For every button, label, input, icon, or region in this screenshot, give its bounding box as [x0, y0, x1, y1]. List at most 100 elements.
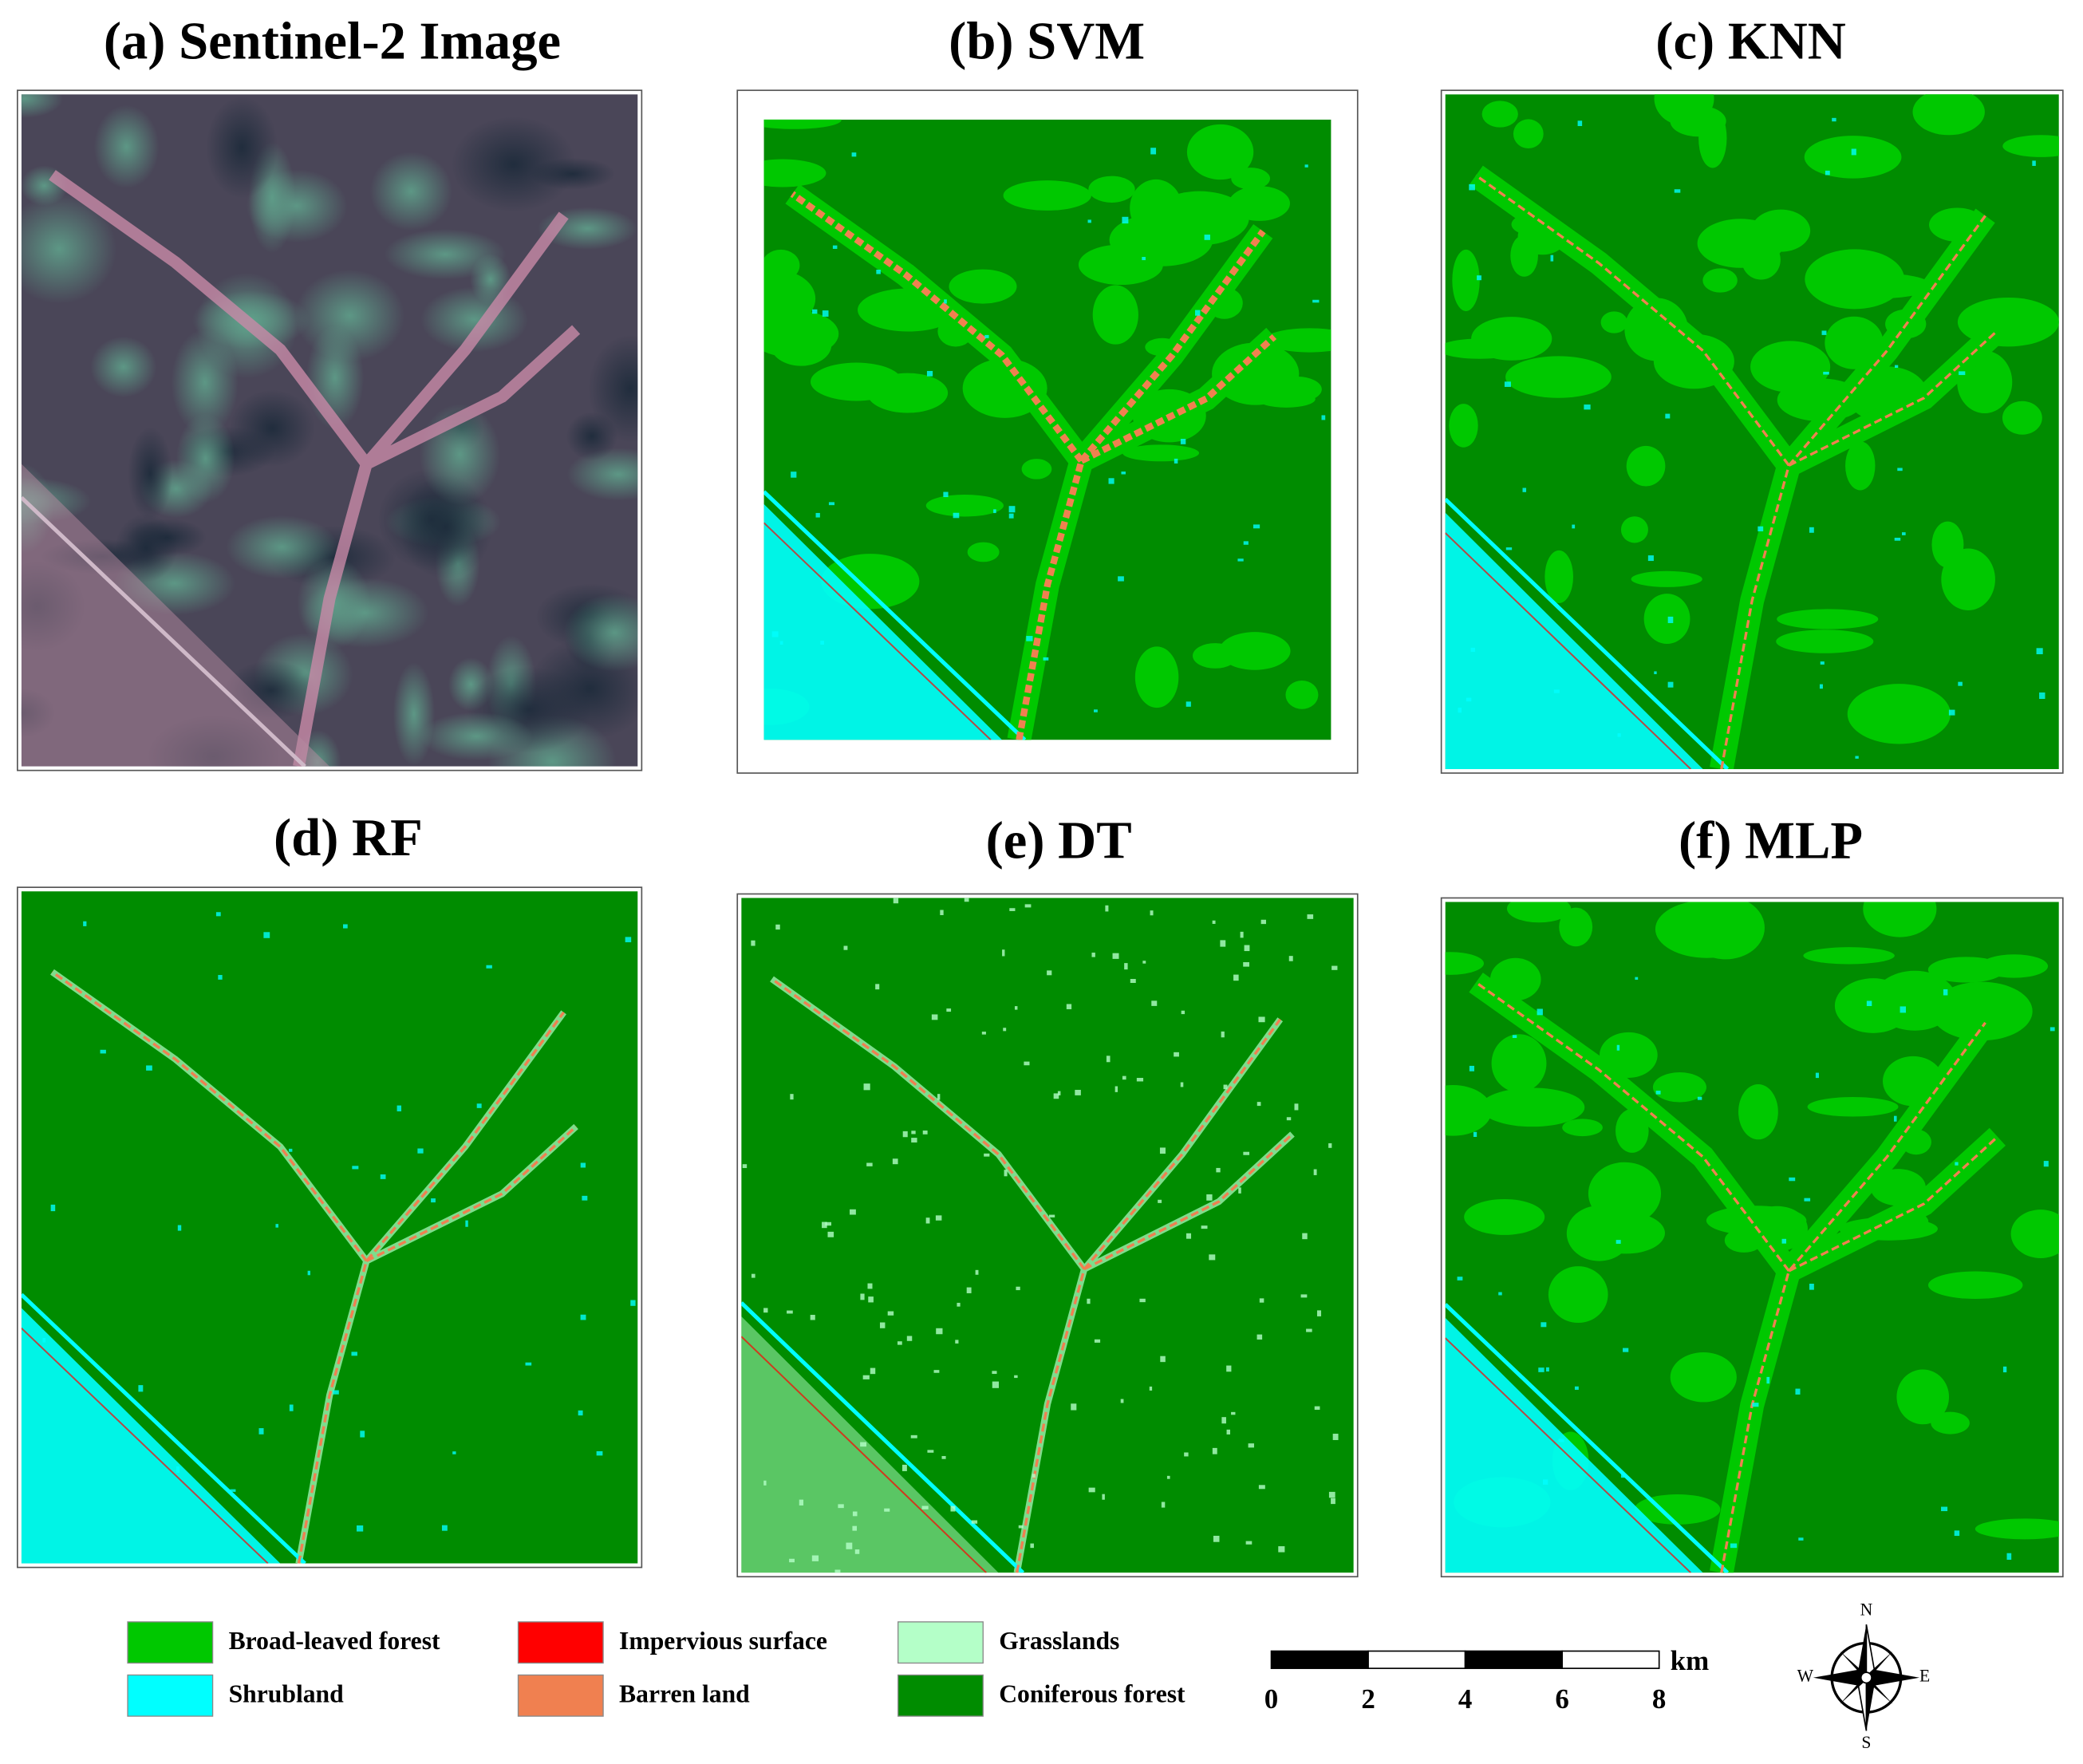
- broadleaf-area: [949, 269, 1017, 304]
- scale-bar: 0 2 4 6 8km: [1264, 1645, 1709, 1715]
- speckle: [2036, 648, 2043, 655]
- speckle: [1470, 647, 1476, 653]
- speckle: [1257, 1102, 1261, 1107]
- map-content: [1445, 94, 2059, 769]
- shrubland-road: [1445, 1303, 1730, 1573]
- speckle: [1819, 684, 1823, 689]
- speckle: [263, 932, 270, 938]
- broadleaf-area: [1655, 902, 1758, 958]
- impervious-road: [21, 1328, 269, 1564]
- speckle: [1121, 472, 1126, 475]
- speckle: [935, 1215, 942, 1221]
- speckle: [1654, 671, 1657, 674]
- broadleaf-area: [1134, 646, 1179, 708]
- broadleaf-area: [810, 362, 902, 401]
- speckle: [966, 1287, 972, 1293]
- broadleaf-area: [1285, 681, 1319, 709]
- speckle: [884, 1508, 890, 1512]
- speckle: [964, 898, 969, 902]
- broadleaf-area: [1941, 548, 1995, 610]
- speckle: [887, 1311, 894, 1316]
- speckle: [1003, 1028, 1007, 1032]
- panel-title: (e) DT: [986, 812, 1132, 870]
- speckle: [1328, 1142, 1332, 1148]
- broadleaf-area: [1804, 136, 1902, 179]
- speckle: [1139, 1298, 1146, 1303]
- broadleaf-area: [1548, 1266, 1608, 1324]
- broadleaf-area: [1122, 444, 1200, 462]
- speckle: [1181, 1010, 1185, 1015]
- speckle: [1316, 1310, 1322, 1316]
- speckle: [1584, 404, 1591, 410]
- panel-title: (c) KNN: [1655, 12, 1846, 70]
- compass: N E S W: [1797, 1600, 1931, 1752]
- map: [1445, 94, 2059, 769]
- satellite-plain: [21, 464, 330, 767]
- speckle: [1617, 733, 1621, 737]
- speckle: [941, 1455, 946, 1459]
- satellite-texture: [393, 662, 436, 766]
- speckle: [1902, 532, 1906, 535]
- speckle: [944, 299, 947, 304]
- speckle: [1009, 908, 1016, 911]
- broadleaf-area: [1643, 594, 1690, 645]
- speckle: [1231, 1411, 1236, 1415]
- speckle: [1258, 1485, 1265, 1490]
- speckle: [1553, 689, 1560, 693]
- impervious-road: [741, 1336, 987, 1573]
- speckle: [981, 1032, 986, 1035]
- speckle: [843, 945, 848, 950]
- speckle: [799, 1499, 804, 1506]
- speckle: [1213, 1535, 1220, 1542]
- speckle: [1959, 371, 1966, 376]
- broadleaf-area: [1805, 249, 1905, 310]
- speckle: [177, 1225, 182, 1231]
- speckle: [1026, 636, 1033, 641]
- speckle: [1124, 963, 1128, 970]
- broadleaf-area: [1927, 957, 2005, 983]
- speckle: [1832, 117, 1836, 122]
- speckle: [1180, 1082, 1184, 1087]
- speckle: [868, 1296, 874, 1303]
- speckle: [1057, 1091, 1061, 1095]
- speckle: [1216, 1167, 1221, 1173]
- speckle: [1253, 524, 1260, 529]
- speckle: [953, 512, 960, 519]
- speckle: [863, 1083, 870, 1091]
- satellite-texture: [369, 152, 452, 231]
- speckle: [1558, 1438, 1564, 1442]
- speckle: [1809, 527, 1814, 533]
- speckle: [902, 1131, 908, 1138]
- speckle: [215, 912, 221, 917]
- speckle: [1024, 1061, 1030, 1066]
- speckle: [925, 1217, 930, 1224]
- speckle: [1185, 1233, 1192, 1239]
- speckle: [906, 1336, 913, 1341]
- speckle: [1087, 1298, 1091, 1304]
- broadleaf-area: [925, 494, 1004, 517]
- broadleaf-area: [1559, 907, 1593, 947]
- speckle: [1120, 1399, 1124, 1403]
- speckle: [1220, 940, 1226, 947]
- speckle: [1504, 381, 1511, 387]
- speckle: [1789, 1177, 1796, 1182]
- speckle: [911, 1138, 917, 1142]
- speckle: [360, 1431, 365, 1438]
- broadleaf-area: [1896, 1369, 1950, 1425]
- speckle: [1233, 974, 1239, 981]
- speckle: [2006, 1553, 2012, 1561]
- map: [741, 898, 1354, 1576]
- speckle: [486, 965, 492, 969]
- speckle: [1894, 538, 1901, 541]
- speckle: [1190, 1573, 1197, 1576]
- satellite-texture: [563, 594, 638, 672]
- broadleaf-area: [1219, 632, 1291, 670]
- speckle: [975, 1269, 979, 1275]
- speckle: [875, 984, 880, 990]
- broadleaf-area: [1600, 1032, 1658, 1078]
- speckle: [275, 1224, 278, 1228]
- speckle: [1024, 904, 1032, 908]
- broadleaf-area: [1481, 101, 1518, 128]
- legend-label: Shrubland: [229, 1679, 345, 1707]
- speckle: [146, 1065, 152, 1071]
